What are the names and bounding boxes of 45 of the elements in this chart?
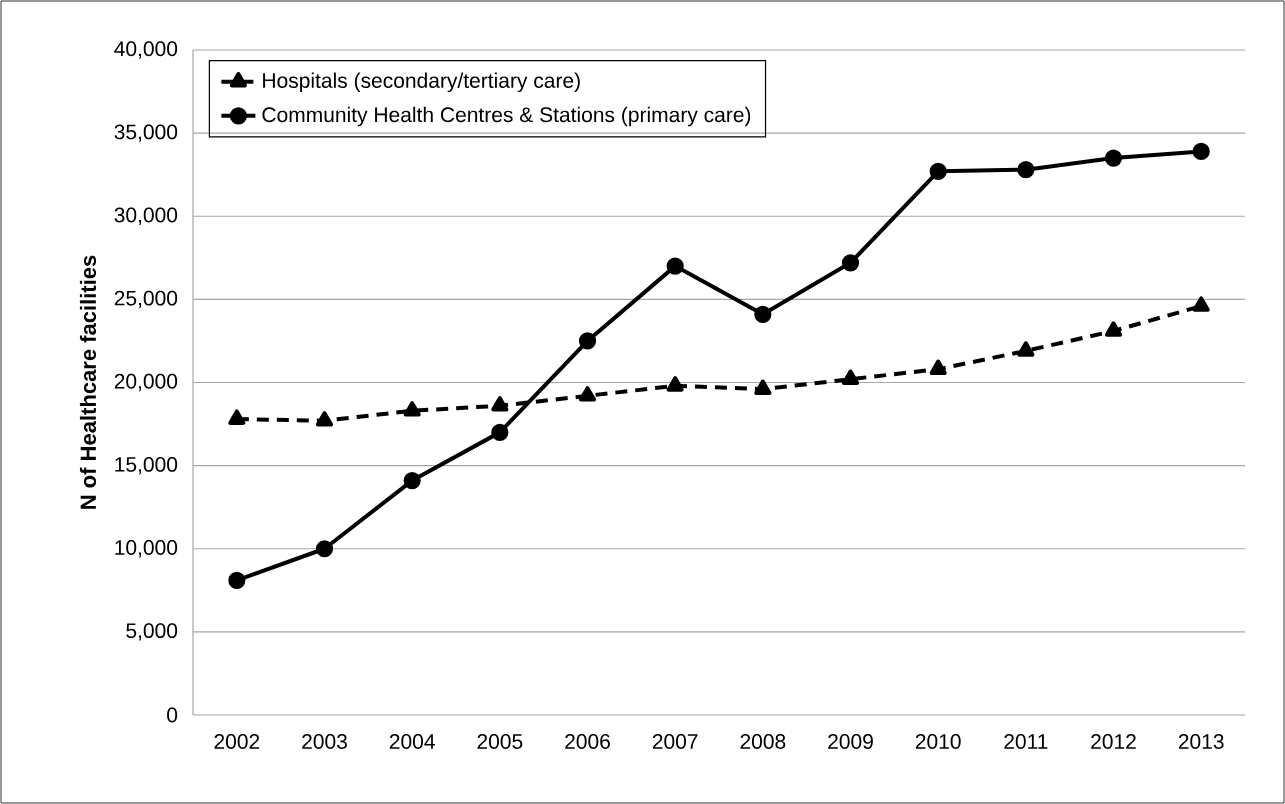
point	[754, 379, 772, 395]
legend-label: Community Health Centres & Stations (primary care)	[262, 106, 751, 127]
x-tick-label: 2004	[389, 734, 435, 749]
point	[1104, 149, 1123, 167]
point	[754, 305, 772, 323]
y-tick-label: 40,000	[114, 41, 178, 59]
point	[403, 401, 421, 417]
point	[578, 332, 597, 350]
point	[929, 359, 947, 375]
y-tick-label: 25,000	[114, 290, 178, 309]
point	[228, 409, 246, 425]
x-tick-label: 2012	[1091, 734, 1136, 749]
point	[491, 423, 509, 441]
y-tick-label: 15,000	[115, 456, 178, 475]
x-tick-label: 2010	[915, 734, 961, 749]
x-tick-label: 2003	[302, 734, 347, 749]
point	[666, 376, 684, 392]
point	[1192, 296, 1210, 312]
point	[1017, 161, 1035, 179]
point	[929, 162, 947, 180]
point	[1192, 142, 1210, 161]
x-tick-label: 2005	[477, 734, 523, 749]
x-tick-label: 2011	[1004, 734, 1048, 749]
y-tick-label: 30,000	[114, 207, 178, 225]
x-tick-label: 2008	[740, 734, 786, 749]
y-tick-label: 5,000	[126, 623, 178, 641]
x-tick-label: 2007	[652, 734, 698, 749]
y-axis-title: N of Healthcare facilities	[79, 255, 97, 509]
point	[841, 369, 860, 385]
y-tick-label: 10,000	[115, 540, 178, 558]
x-tick-label: 2009	[828, 734, 873, 749]
legend-label: Hospitals (secondary/tertiary care)	[263, 72, 580, 93]
y-tick-label: 20,000	[114, 373, 178, 392]
x-tick-label: 2002	[214, 734, 260, 749]
point	[491, 396, 509, 412]
point	[666, 257, 684, 275]
y-tick-label: 0	[167, 707, 178, 723]
point	[1017, 341, 1035, 357]
point	[578, 386, 597, 402]
x-tick-label: 2006	[565, 734, 610, 749]
point	[841, 254, 860, 272]
y-tick-label: 35,000	[114, 124, 178, 142]
point	[1104, 321, 1123, 337]
point	[315, 411, 334, 427]
x-tick-label: 2013	[1178, 734, 1224, 749]
